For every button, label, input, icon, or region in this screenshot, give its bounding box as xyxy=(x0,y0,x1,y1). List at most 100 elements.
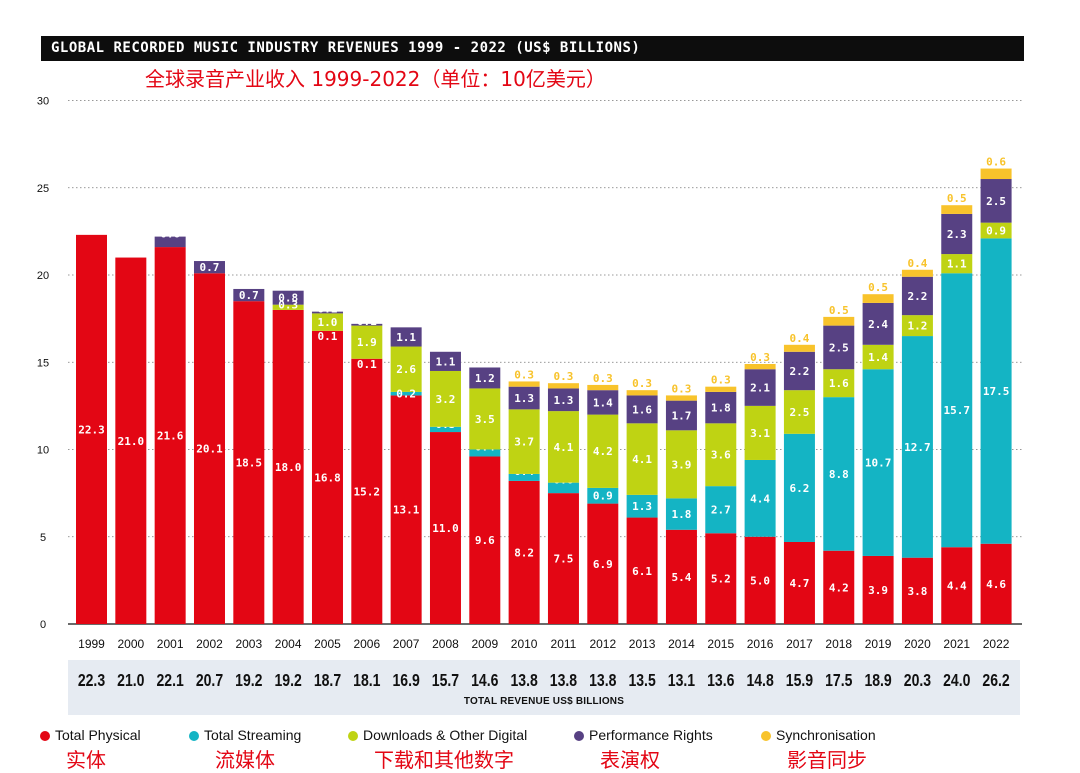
legend-label-cn-physical: 实体 xyxy=(66,748,106,772)
bar-segment-physical xyxy=(744,536,776,624)
x-tick-label: 2009 xyxy=(471,637,498,651)
bar-value-label-downloads: 1.6 xyxy=(829,377,849,390)
bar-segment-physical xyxy=(115,257,147,624)
total-value: 22.3 xyxy=(78,670,105,690)
bar-segment-streaming xyxy=(901,336,933,558)
bar-segment-physical xyxy=(390,395,422,624)
bar-segment-performance xyxy=(941,213,973,255)
total-value: 20.3 xyxy=(904,670,931,690)
bar-segment-physical xyxy=(351,358,383,624)
y-tick-label: 20 xyxy=(37,270,49,282)
bar-segment-sync xyxy=(783,344,815,352)
total-value: 13.1 xyxy=(668,670,695,690)
bar-segment-physical xyxy=(665,529,697,624)
total-value: 19.2 xyxy=(235,670,262,690)
bar-segment-performance xyxy=(705,391,737,424)
bar-value-label-streaming: 15.7 xyxy=(944,404,971,417)
x-tick-label: 2003 xyxy=(235,637,262,651)
x-tick-label: 2007 xyxy=(393,637,420,651)
legend-label-cn-downloads: 下载和其他数字 xyxy=(374,748,514,772)
bar-value-label-sync: 0.4 xyxy=(790,332,810,345)
bar-segment-sync xyxy=(665,395,697,401)
bar-value-label-performance: 1.2 xyxy=(475,372,495,385)
x-tick-label: 2010 xyxy=(511,637,538,651)
bar-value-label-physical: 13.1 xyxy=(393,504,420,517)
bar-segment-streaming xyxy=(665,498,697,530)
bar-segment-physical xyxy=(311,330,343,624)
total-value: 19.2 xyxy=(274,670,301,690)
legend-label-performance: Performance Rights xyxy=(589,727,713,743)
x-tick-label: 1999 xyxy=(78,637,105,651)
x-tick-label: 2008 xyxy=(432,637,459,651)
bar-value-label-performance: 2.4 xyxy=(868,318,888,331)
bar-segment-performance xyxy=(311,311,343,314)
bar-value-label-downloads: 4.2 xyxy=(593,445,613,458)
bar-segment-downloads xyxy=(390,346,422,392)
bar-value-label-physical: 3.9 xyxy=(868,584,888,597)
bar-segment-performance xyxy=(193,261,225,274)
bar-value-label-performance: 1.3 xyxy=(514,392,534,405)
total-value: 13.8 xyxy=(589,670,616,690)
bar-segment-downloads xyxy=(705,423,737,487)
bar-value-label-physical: 18.5 xyxy=(236,457,263,470)
chart-subtitle-cn: 全球录音产业收入 1999-2022（单位：10亿美元） xyxy=(145,67,606,91)
totals-caption: TOTAL REVENUE US$ BILLIONS xyxy=(463,696,625,707)
total-value: 13.5 xyxy=(628,670,655,690)
bar-segment-physical xyxy=(901,557,933,624)
bar-value-label-physical: 4.6 xyxy=(986,578,1006,591)
bar-value-label-physical: 21.0 xyxy=(118,435,145,448)
y-tick-label: 10 xyxy=(37,445,49,457)
bar-segment-physical xyxy=(980,543,1012,624)
total-value: 24.0 xyxy=(943,670,970,690)
x-tick-label: 2002 xyxy=(196,637,223,651)
total-value: 22.1 xyxy=(157,670,184,690)
legend-label-physical: Total Physical xyxy=(55,727,141,743)
bar-segment-performance xyxy=(744,369,776,406)
bar-segment-downloads xyxy=(469,388,501,450)
bar-segment-streaming xyxy=(508,473,540,481)
legend-label-cn-performance: 表演权 xyxy=(600,748,660,772)
bar-value-label-physical: 6.9 xyxy=(593,558,613,571)
x-tick-label: 2015 xyxy=(707,637,734,651)
bar-segment-downloads xyxy=(311,313,343,331)
bar-segment-sync xyxy=(705,386,737,392)
total-value: 17.5 xyxy=(825,670,852,690)
bar-value-label-streaming: 1.8 xyxy=(672,508,692,521)
bar-value-label-performance: 0.1 xyxy=(318,303,338,316)
y-tick-label: 15 xyxy=(37,357,49,369)
bar-value-label-physical: 15.2 xyxy=(354,485,381,498)
bar-value-label-downloads: 1.9 xyxy=(357,336,377,349)
bar-value-label-downloads: 3.2 xyxy=(436,393,456,406)
legend-label-cn-streaming: 流媒体 xyxy=(215,748,275,772)
bar-segment-performance xyxy=(233,288,265,302)
bar-value-label-performance: 2.5 xyxy=(829,341,849,354)
bar-value-label-physical: 5.4 xyxy=(672,571,692,584)
bar-value-label-performance: 0.8 xyxy=(278,292,298,305)
bar-segment-sync xyxy=(941,205,973,214)
bar-value-label-performance: 1.1 xyxy=(396,331,416,344)
bar-value-label-streaming: 17.5 xyxy=(983,385,1010,398)
bar-value-label-physical: 3.8 xyxy=(907,585,927,598)
y-tick-label: 30 xyxy=(37,96,49,108)
bar-value-label-downloads: 4.1 xyxy=(554,441,574,454)
total-value: 14.8 xyxy=(746,670,773,690)
bar-value-label-physical: 8.2 xyxy=(514,546,534,559)
bar-segment-downloads xyxy=(980,222,1012,239)
bar-value-label-physical: 6.1 xyxy=(632,565,652,578)
bar-segment-physical xyxy=(193,273,225,624)
bar-segment-physical xyxy=(941,547,973,624)
bar-value-label-performance: 2.3 xyxy=(947,228,967,241)
x-tick-label: 2013 xyxy=(629,637,656,651)
bar-segment-sync xyxy=(901,269,933,277)
bar-segment-sync xyxy=(980,168,1012,180)
total-value: 15.7 xyxy=(432,670,459,690)
bar-segment-downloads xyxy=(665,430,697,499)
bar-value-label-small: 0.1 xyxy=(357,358,377,371)
legend-swatch-physical xyxy=(40,731,50,741)
bar-value-label-performance: 0.7 xyxy=(200,261,220,274)
bar-segment-streaming xyxy=(823,397,855,551)
total-value: 15.9 xyxy=(786,670,813,690)
total-value: 16.9 xyxy=(392,670,419,690)
chart-title: GLOBAL RECORDED MUSIC INDUSTRY REVENUES … xyxy=(51,40,641,56)
